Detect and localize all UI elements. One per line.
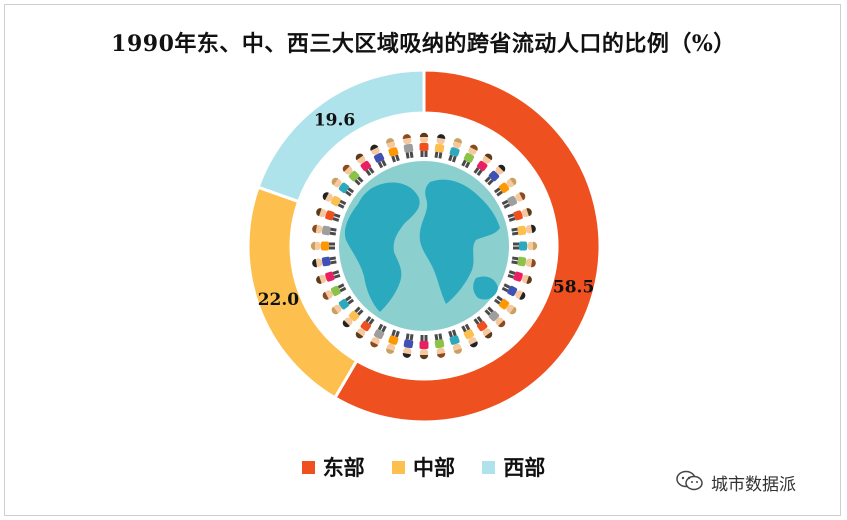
legend-item-west: 西部 [482,452,545,482]
person-icon [355,315,375,339]
legend-swatch-west [482,461,496,474]
person-icon [473,315,493,339]
person-icon [501,283,526,300]
legend-swatch-east [301,461,315,474]
person-icon [331,177,355,197]
legend: 东部 中部 西部 [0,452,847,482]
legend-label-central: 中部 [413,455,455,480]
person-icon [513,241,538,251]
person-icon [501,192,526,209]
slice-west [256,68,426,204]
person-icon [355,153,375,177]
person-icon [342,306,364,328]
person-icon [370,323,387,348]
person-icon [461,323,478,348]
person-icon [484,306,506,328]
person-icon [419,132,429,157]
watermark: 城市数据派 [675,470,796,499]
person-icon [316,270,341,284]
person-icon [310,241,335,251]
globe-land-americas-icon [344,182,420,312]
person-icon [312,256,337,268]
person-icon [312,224,337,236]
person-icon [434,333,446,358]
globe-land-europe-africa-icon [419,179,500,304]
person-icon [511,256,536,268]
chart-title: 1990年东、中、西三大区域吸纳的跨省流动人口的比例（%） [111,31,736,57]
person-icon [386,329,400,354]
data-labels: 58.5 22.0 19.6 [258,110,595,310]
person-icon [484,164,506,186]
person-icon [316,208,341,222]
data-label-west: 19.6 [314,110,355,130]
person-icon [507,208,532,222]
person-icon [331,295,355,315]
globe-land-australia-icon [473,276,498,300]
person-icon [448,329,462,354]
person-icon [507,270,532,284]
legend-label-west: 西部 [503,455,546,480]
person-icon [402,333,414,358]
person-icon [419,335,429,360]
person-icon [386,138,400,163]
person-icon [493,177,517,197]
person-icon [511,224,536,236]
wechat-icon [675,470,705,497]
legend-item-central: 中部 [392,452,455,482]
slice-east [332,68,602,424]
legend-label-east: 东部 [322,455,365,480]
data-label-east: 58.5 [553,278,594,298]
person-icon [493,295,517,315]
person-icon [473,153,493,177]
person-icon [342,164,364,186]
people-ring-icon [310,132,538,360]
person-icon [434,134,446,159]
person-icon [370,144,387,169]
globe-with-people-icon [310,132,538,360]
watermark-text: 城市数据派 [711,475,796,495]
data-label-central: 22.0 [258,290,300,310]
person-icon [461,144,478,169]
person-icon [322,283,347,300]
donut-slices [246,68,602,424]
legend-item-east: 东部 [301,452,365,482]
person-icon [448,138,462,163]
person-icon [402,134,414,159]
legend-swatch-central [392,461,405,474]
person-icon [322,192,347,209]
